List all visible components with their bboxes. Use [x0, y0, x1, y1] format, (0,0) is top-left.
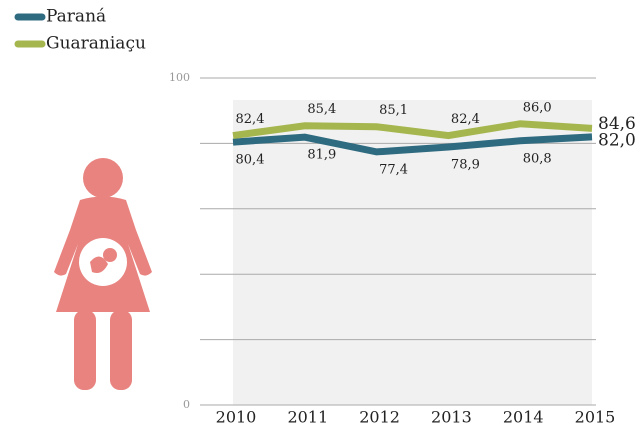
x-tick-label: 2013	[431, 408, 472, 427]
x-tick-label: 2012	[359, 408, 400, 427]
icon-baby-head	[103, 248, 117, 262]
value-label: 86,0	[523, 100, 552, 115]
pregnant-icon	[54, 158, 152, 390]
series-line	[232, 133, 593, 156]
icon-head	[83, 158, 123, 198]
series-line	[232, 120, 593, 140]
x-tick-label: 2015	[575, 408, 616, 427]
value-label: 82,4	[451, 112, 480, 127]
value-label: 82,0	[598, 130, 636, 150]
value-label: 85,4	[307, 102, 336, 117]
value-label: 78,9	[451, 157, 480, 172]
value-label: 80,8	[523, 151, 552, 166]
y-tick-label: 100	[169, 71, 190, 84]
value-label: 84,6	[598, 114, 636, 134]
icon-leg	[74, 310, 96, 390]
icon-baby-body	[90, 256, 108, 273]
legend-label: Guaraniaçu	[46, 34, 146, 54]
legend-label: Paraná	[46, 7, 106, 27]
plot-background	[233, 100, 592, 405]
y-tick-label: 0	[183, 398, 190, 411]
value-label: 80,4	[236, 153, 265, 168]
x-tick-label: 2011	[287, 408, 328, 427]
value-label: 81,9	[307, 148, 336, 163]
value-label: 77,4	[379, 162, 408, 177]
icon-leg	[110, 310, 132, 390]
value-label: 82,4	[236, 112, 265, 127]
value-label: 85,1	[379, 103, 408, 118]
x-tick-label: 2014	[503, 408, 544, 427]
x-tick-label: 2010	[216, 408, 257, 427]
